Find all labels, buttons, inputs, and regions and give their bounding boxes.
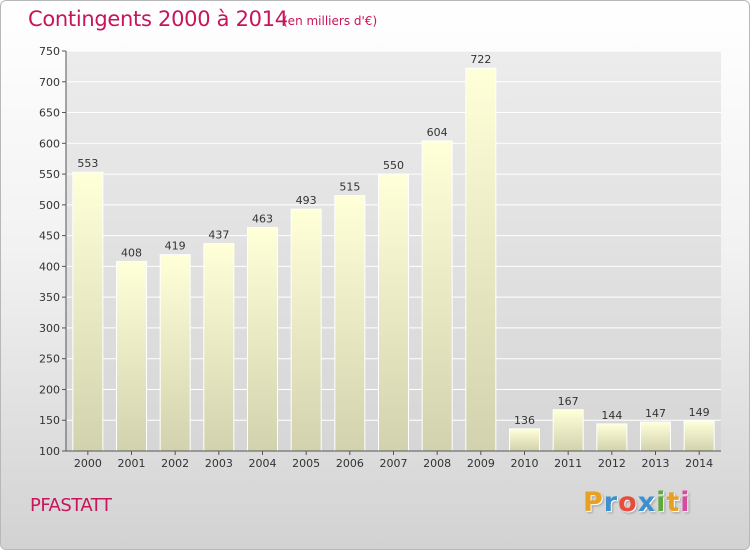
bar-2002 bbox=[159, 254, 191, 452]
x-tick-label-2010: 2010 bbox=[511, 457, 539, 470]
data-label-2003: 437 bbox=[208, 229, 229, 242]
data-label-2011: 167 bbox=[558, 395, 579, 408]
data-label-2010: 136 bbox=[514, 414, 535, 427]
bars bbox=[72, 67, 715, 452]
x-tick-label-2001: 2001 bbox=[118, 457, 146, 470]
data-label-2001: 408 bbox=[121, 246, 142, 259]
data-label-2004: 463 bbox=[252, 213, 273, 226]
bar-2003 bbox=[203, 243, 235, 452]
x-tick-label-2009: 2009 bbox=[467, 457, 495, 470]
x-tick-label-2007: 2007 bbox=[380, 457, 408, 470]
data-label-2000: 553 bbox=[77, 157, 98, 170]
y-tick-label: 450 bbox=[39, 230, 60, 243]
y-tick-label: 700 bbox=[39, 76, 60, 89]
proxiti-logo: Proxiti bbox=[583, 487, 693, 523]
y-tick-label: 100 bbox=[39, 445, 60, 458]
chart-title: Contingents 2000 à 2014 bbox=[28, 7, 288, 31]
logo-letter: t bbox=[666, 487, 681, 518]
x-tick-label-2011: 2011 bbox=[554, 457, 582, 470]
data-label-2002: 419 bbox=[165, 240, 186, 253]
x-tick-label-2006: 2006 bbox=[336, 457, 364, 470]
x-tick-label-2012: 2012 bbox=[598, 457, 626, 470]
y-tick-label: 300 bbox=[39, 322, 60, 335]
x-tick-label-2014: 2014 bbox=[685, 457, 713, 470]
bar-2007 bbox=[378, 173, 409, 452]
data-label-2005: 493 bbox=[296, 194, 317, 207]
logo-letter: P bbox=[583, 487, 604, 518]
y-tick-label: 500 bbox=[39, 199, 60, 212]
data-label-2007: 550 bbox=[383, 159, 404, 172]
y-axis: 100 150 200 250 300 350 400 450 500 550 600 650 700 7… bbox=[39, 45, 67, 458]
bar-2004 bbox=[247, 227, 278, 452]
data-label-2014: 149 bbox=[689, 406, 710, 419]
y-tick-label: 400 bbox=[39, 260, 60, 273]
x-tick-label-2004: 2004 bbox=[249, 457, 277, 470]
logo-letter: r bbox=[603, 487, 619, 518]
logo-letter: x bbox=[637, 487, 657, 518]
logo-letter: i bbox=[656, 487, 667, 518]
chart-subtitle: (en milliers d'€) bbox=[283, 14, 378, 28]
bar-2014 bbox=[683, 420, 715, 452]
x-tick-label-2013: 2013 bbox=[642, 457, 670, 470]
y-tick-label: 250 bbox=[39, 353, 60, 366]
x-tick-label-2002: 2002 bbox=[161, 457, 189, 470]
y-tick-label: 650 bbox=[39, 107, 60, 120]
y-tick-label: 750 bbox=[39, 45, 60, 58]
x-tick-label-2005: 2005 bbox=[292, 457, 320, 470]
data-label-2006: 515 bbox=[339, 181, 360, 194]
y-tick-label: 200 bbox=[39, 383, 60, 396]
bar-2012 bbox=[596, 423, 628, 452]
data-label-2009: 722 bbox=[470, 53, 491, 66]
bar-2013 bbox=[640, 421, 671, 452]
data-labels: 553 408 419 437 463 493 515 550 604 722 136 167 144 1… bbox=[77, 53, 709, 427]
x-tick-label-2008: 2008 bbox=[423, 457, 451, 470]
bar-2005 bbox=[290, 208, 322, 452]
logo-letter: i bbox=[680, 487, 691, 518]
data-label-2008: 604 bbox=[427, 126, 448, 139]
bar-2010 bbox=[509, 428, 540, 452]
bar-2008 bbox=[421, 140, 453, 452]
bar-2006 bbox=[334, 195, 366, 452]
data-label-2012: 144 bbox=[601, 409, 622, 422]
logo-letter: o bbox=[618, 487, 638, 518]
y-tick-label: 600 bbox=[39, 137, 60, 150]
commune-name: PFASTATT bbox=[30, 495, 112, 516]
x-tick-label-2000: 2000 bbox=[74, 457, 102, 470]
bar-2000 bbox=[72, 171, 104, 452]
bar-2001 bbox=[116, 260, 147, 452]
bar-2011 bbox=[552, 409, 584, 452]
bar-2009 bbox=[465, 67, 497, 452]
x-tick-label-2003: 2003 bbox=[205, 457, 233, 470]
x-axis: 2000 2001 2002 2003 2004 2005 2006 2007 2008 2009… bbox=[66, 450, 721, 470]
y-tick-label: 550 bbox=[39, 168, 60, 181]
data-label-2013: 147 bbox=[645, 407, 666, 420]
y-tick-label: 350 bbox=[39, 291, 60, 304]
y-tick-label: 150 bbox=[39, 414, 60, 427]
